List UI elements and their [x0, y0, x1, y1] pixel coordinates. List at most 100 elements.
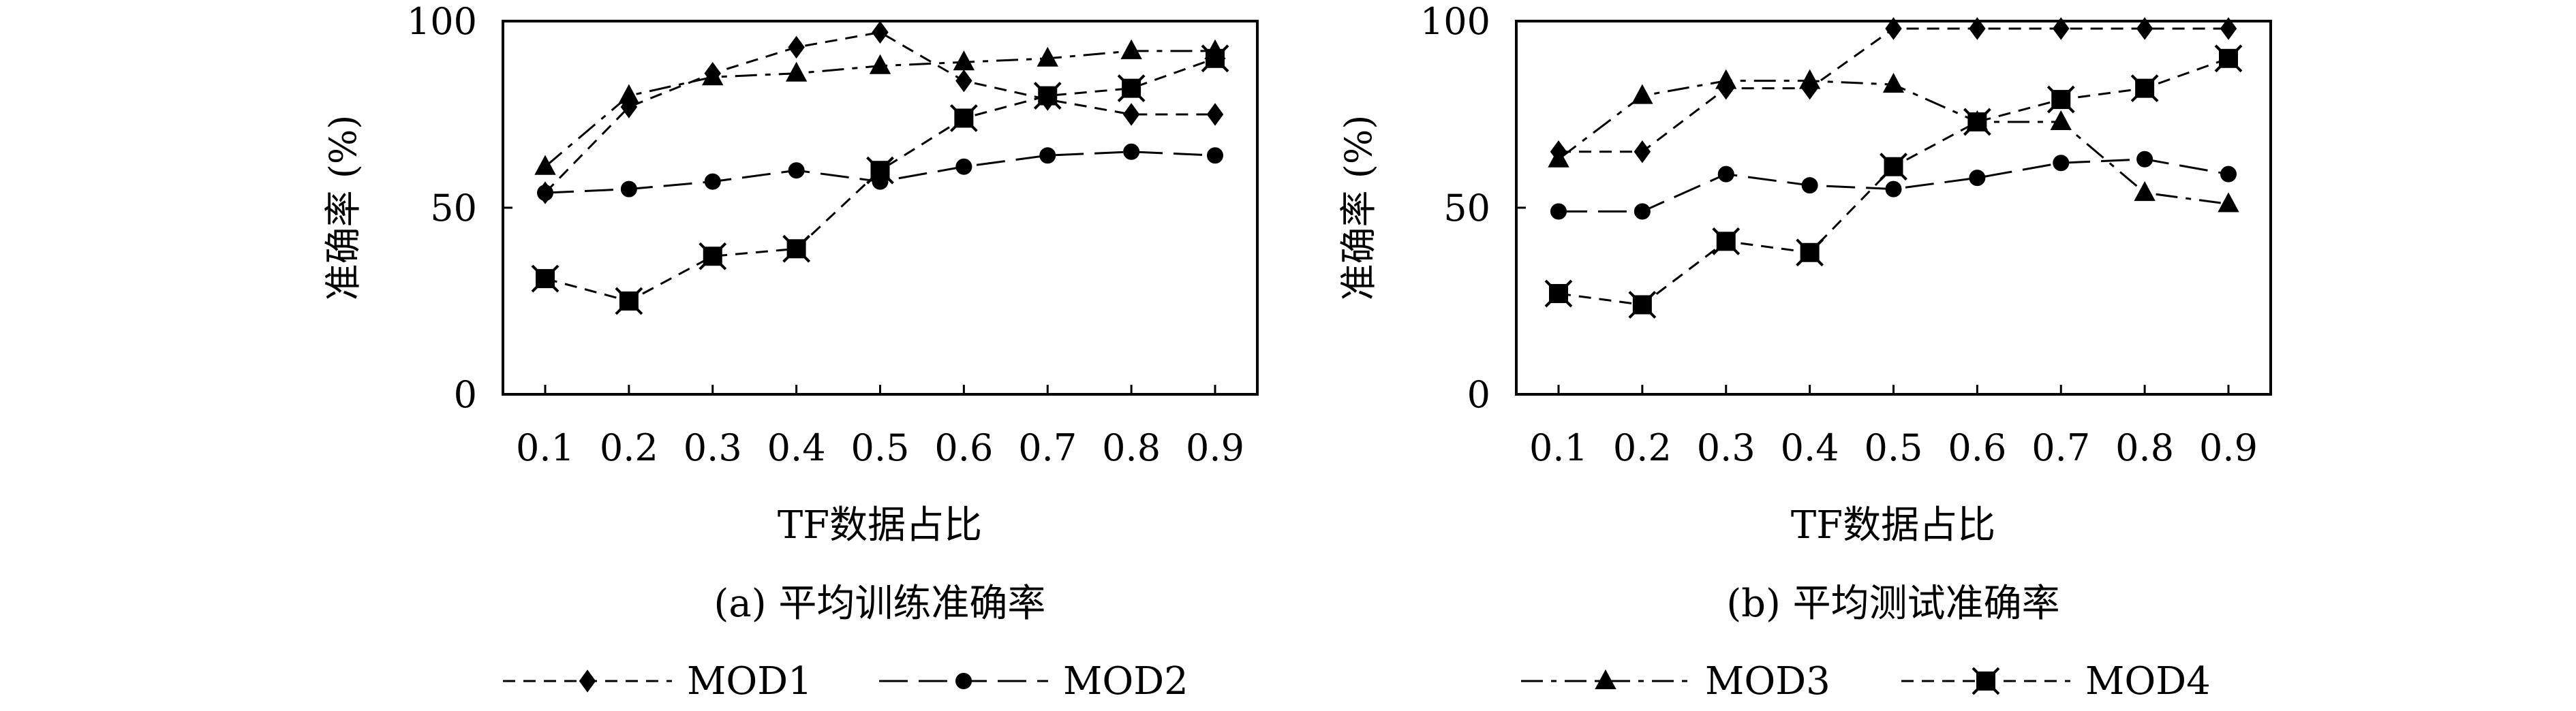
chart-panel-a: 0 50 100 0.1 0.2 0.3 0.4 0.5 0.6 0.7 0.8 0.9 准确率 (… [322, 0, 1259, 626]
legend-item-mod2: MOD2 [879, 659, 1189, 704]
data-point-mod4-cross-2 [2046, 85, 2075, 114]
y-tick-label: 100 [1420, 0, 1490, 43]
data-point-mod4-cross-2 [1712, 227, 1741, 255]
data-point-mod1 [1969, 17, 1986, 40]
chart-panel-b: 0 50 100 0.1 0.2 0.3 0.4 0.5 0.6 0.7 0.8 0.9 准确率 (… [1337, 0, 2272, 626]
data-point-mod3 [618, 84, 640, 104]
data-point-mod2 [1550, 203, 1567, 220]
y-tick-label: 50 [1443, 187, 1490, 230]
data-point-mod3 [2050, 110, 2072, 130]
data-point-mod4 [2214, 44, 2243, 73]
data-point-mod1 [788, 35, 805, 59]
chart-caption-b: (b) 平均测试准确率 [1726, 582, 2059, 626]
x-tick-label: 0.8 [1102, 426, 1161, 469]
x-tick-label: 0.9 [1186, 426, 1244, 469]
x-tick-label: 0.1 [516, 426, 574, 469]
series-mod2 [537, 143, 1223, 202]
data-point-mod4-cross-2 [2130, 74, 2159, 103]
data-point-mod4-cross-2 [615, 287, 643, 315]
legend-item-mod3: MOD3 [1521, 659, 1830, 704]
data-point-mod3 [1037, 46, 1058, 67]
y-axis-label-b: 准确率 (%) [1337, 115, 1380, 301]
data-point-mod4 [699, 242, 727, 270]
series-group-a [531, 20, 1229, 315]
x-tick-label: 0.5 [1865, 426, 1923, 469]
chart-caption-a: (a) 平均训练准确率 [714, 582, 1046, 626]
data-point-mod4 [1628, 291, 1657, 319]
legend-marker-mod4 [1972, 667, 2000, 695]
data-point-mod3 [1548, 147, 1569, 168]
data-point-mod4 [1796, 238, 1824, 267]
x-tick-label: 0.4 [1781, 426, 1839, 469]
data-point-mod1 [2053, 17, 2070, 40]
x-tick-label: 0.2 [1613, 426, 1672, 469]
series-mod3 [534, 39, 1226, 175]
data-point-mod3 [1715, 69, 1737, 89]
data-point-mod4-cross-2 [866, 156, 894, 185]
data-point-mod4-cross-2 [949, 104, 978, 132]
data-point-mod1 [955, 69, 972, 93]
x-tick-label: 0.1 [1529, 426, 1588, 469]
data-point-mod4 [2046, 85, 2075, 114]
legend-label-mod4: MOD4 [2085, 659, 2211, 704]
data-point-mod2 [2220, 165, 2237, 183]
legend-marker-mod2 [955, 673, 972, 689]
x-tick-label: 0.7 [2031, 426, 2090, 469]
legend-marker-mod3 [1595, 669, 1616, 689]
series-mod4 [531, 44, 1229, 315]
series-mod2 [1550, 151, 2237, 220]
x-axis-ticks-a: 0.1 0.2 0.3 0.4 0.5 0.6 0.7 0.8 0.9 [516, 385, 1244, 469]
data-point-mod3 [1631, 84, 1653, 104]
data-point-mod2 [955, 158, 972, 175]
x-axis-ticks-b: 0.1 0.2 0.3 0.4 0.5 0.6 0.7 0.8 0.9 [1529, 385, 2258, 469]
data-point-mod4-cross-2 [1963, 108, 1991, 136]
x-axis-label-b: TF数据占比 [1791, 503, 1995, 548]
data-point-mod3 [1120, 39, 1142, 59]
legend-marker-mod4-cross-2 [1972, 667, 2000, 695]
data-point-mod4-cross-2 [531, 264, 559, 293]
data-point-mod2 [1717, 165, 1734, 183]
y-tick-label: 0 [1467, 373, 1490, 416]
data-point-mod2 [620, 180, 637, 198]
series-line-mod4 [545, 57, 1216, 302]
data-point-mod2 [704, 173, 721, 190]
series-mod3 [1548, 69, 2239, 212]
data-point-mod3 [869, 54, 891, 74]
data-point-mod1 [872, 20, 889, 44]
data-point-mod3 [1798, 69, 1821, 89]
data-point-mod4 [1117, 74, 1146, 103]
data-point-mod2 [537, 185, 553, 202]
legend-label-mod1: MOD1 [687, 659, 812, 704]
data-point-mod1 [1885, 17, 1902, 40]
data-point-mod4 [866, 156, 894, 185]
data-point-mod4-cross-2 [782, 234, 811, 263]
x-axis-label-a: TF数据占比 [778, 503, 982, 548]
data-point-mod4-cross-2 [1117, 74, 1146, 103]
x-tick-label: 0.6 [1948, 426, 2006, 469]
data-point-mod4-cross-2 [1880, 153, 1907, 181]
series-line-mod1 [544, 31, 1215, 194]
data-point-mod4-cross-2 [1628, 291, 1657, 319]
x-tick-label: 0.3 [684, 426, 742, 469]
legend-item-mod4: MOD4 [1901, 659, 2211, 704]
data-point-mod2 [1207, 147, 1223, 164]
x-tick-label: 0.3 [1697, 426, 1755, 469]
data-point-mod4-cross-2 [1201, 44, 1229, 73]
legend-label-mod3: MOD3 [1705, 659, 1830, 704]
x-tick-label: 0.9 [2199, 426, 2258, 469]
data-point-mod1 [2220, 17, 2237, 40]
data-point-mod3 [2218, 192, 2239, 212]
data-point-mod4 [1033, 82, 1062, 110]
data-point-mod2 [1123, 143, 1140, 160]
data-point-mod4 [1544, 279, 1573, 308]
data-point-mod4 [1880, 153, 1907, 181]
data-point-mod1 [2136, 17, 2153, 40]
x-tick-label: 0.6 [934, 426, 993, 469]
y-tick-label: 50 [430, 187, 477, 230]
data-point-mod4-cross-2 [1796, 238, 1824, 267]
legend-item-mod1: MOD1 [503, 659, 812, 704]
data-point-mod2 [1801, 177, 1818, 194]
data-point-mod2 [2136, 151, 2153, 168]
series-mod4 [1544, 44, 2243, 319]
